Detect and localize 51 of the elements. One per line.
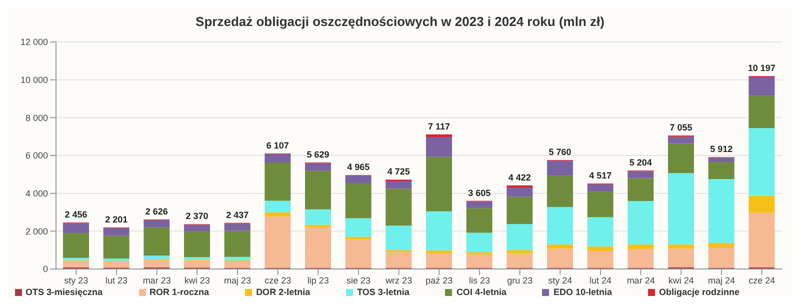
legend-label: OTS 3-miesięczna bbox=[26, 287, 103, 297]
legend-label: EDO 10-letnia bbox=[553, 287, 612, 297]
y-tick-label: 10 000 bbox=[20, 75, 48, 86]
x-tick-label: maj 23 bbox=[224, 275, 252, 286]
x-tick-label: lis 23 bbox=[468, 275, 490, 286]
total-label: 5 629 bbox=[306, 150, 330, 160]
x-tick-label: sty 24 bbox=[548, 275, 572, 286]
total-label: 6 107 bbox=[266, 140, 289, 150]
total-label: 7 117 bbox=[428, 121, 450, 132]
x-tick-label: lip 23 bbox=[307, 275, 329, 286]
x-tick-label: cze 23 bbox=[264, 275, 292, 286]
legend-label: TOS 3-letnia bbox=[357, 287, 410, 297]
x-tick-label: sty 23 bbox=[64, 275, 88, 286]
x-tick-label: wrz 23 bbox=[384, 275, 412, 286]
y-tick-label: 12 000 bbox=[20, 37, 48, 48]
total-label: 2 626 bbox=[145, 206, 168, 216]
x-tick-label: mar 24 bbox=[626, 275, 655, 286]
total-label: 5 204 bbox=[629, 158, 652, 168]
y-tick-label: 8 000 bbox=[25, 112, 48, 123]
x-tick-label: maj 24 bbox=[708, 275, 736, 286]
total-label: 7 055 bbox=[670, 122, 692, 133]
x-tick-label: kwi 24 bbox=[668, 275, 694, 286]
legend-label: COI 4-letnia bbox=[456, 287, 506, 297]
x-tick-label: mar 23 bbox=[142, 275, 171, 286]
total-label: 4 725 bbox=[387, 166, 410, 177]
total-label: 2 437 bbox=[226, 210, 249, 220]
total-label: 3 605 bbox=[468, 188, 491, 198]
total-label: 5 912 bbox=[710, 144, 733, 154]
x-tick-label: lut 24 bbox=[589, 275, 612, 286]
chart-title: Sprzedaż obligacji oszczędnościowych w 2023 i 2024 roku (mln zł) bbox=[194, 13, 606, 31]
x-tick-label: paź 23 bbox=[426, 275, 453, 286]
total-label: 5 760 bbox=[548, 147, 572, 158]
legend-label: ROR 1-roczna bbox=[150, 287, 210, 297]
legend-label: Obligacje rodzinne bbox=[658, 287, 740, 297]
x-tick-label: cze 24 bbox=[748, 275, 776, 286]
total-label: 4 517 bbox=[589, 170, 612, 181]
x-tick-label: kwi 23 bbox=[184, 275, 210, 286]
y-tick-label: 2 000 bbox=[25, 226, 48, 236]
total-label: 4 965 bbox=[347, 162, 370, 172]
y-tick-label: 0 bbox=[42, 264, 48, 274]
x-tick-label: lut 23 bbox=[105, 275, 128, 286]
y-tick-label: 4 000 bbox=[25, 188, 48, 199]
x-tick-label: gru 23 bbox=[507, 275, 533, 286]
total-label: 4 422 bbox=[508, 172, 531, 182]
y-tick-label: 6 000 bbox=[25, 150, 48, 161]
total-label: 2 456 bbox=[64, 210, 88, 220]
total-label: 2 370 bbox=[186, 211, 208, 222]
x-tick-label: sie 23 bbox=[346, 275, 371, 286]
legend-label: DOR 2-letnia bbox=[256, 287, 310, 297]
total-label: 2 201 bbox=[105, 214, 128, 224]
total-label: 10 197 bbox=[748, 63, 776, 74]
